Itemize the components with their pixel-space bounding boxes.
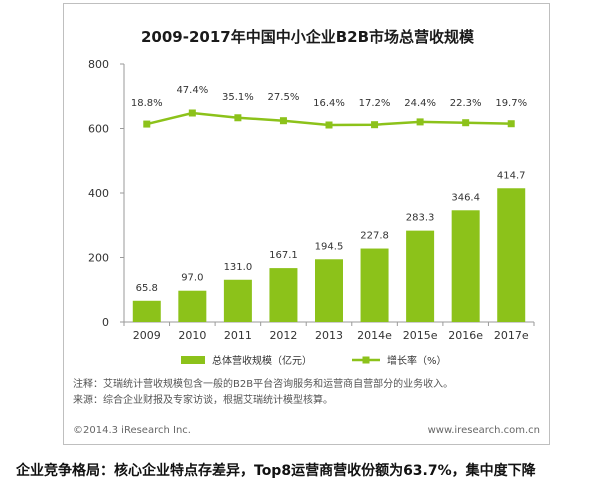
legend-bar-swatch <box>181 356 205 364</box>
growth-rate-point <box>507 120 515 128</box>
article-heading: 企业竞争格局：核心企业特点存差异，Top8运营商营收份额为63.7%，集中度下降 <box>16 463 536 479</box>
bar <box>497 188 526 322</box>
x-tick-label: 2015e <box>403 329 438 342</box>
bar <box>178 290 207 322</box>
y-tick-label: 800 <box>88 58 109 71</box>
bar-value-label: 131.0 <box>224 262 253 273</box>
growth-rate-label: 27.5% <box>268 92 300 103</box>
x-tick-label: 2014e <box>357 329 392 342</box>
growth-rate-point <box>143 120 151 128</box>
growth-rate-label: 19.7% <box>495 98 527 109</box>
bar-value-label: 194.5 <box>315 241 344 252</box>
bar-value-label: 167.1 <box>269 250 298 261</box>
x-tick-label: 2009 <box>133 329 161 342</box>
bar-value-label: 283.3 <box>406 213 435 224</box>
x-tick-label: 2010 <box>178 329 206 342</box>
growth-rate-label: 47.4% <box>176 85 208 96</box>
growth-rate-point <box>371 121 379 129</box>
x-tick-label: 2017e <box>494 329 529 342</box>
bar-value-label: 97.0 <box>181 273 203 284</box>
bar-value-label: 414.7 <box>497 170 526 181</box>
x-tick-label: 2011 <box>224 329 252 342</box>
x-tick-label: 2013 <box>315 329 343 342</box>
chart-title: 2009-2017年中国中小企业B2B市场总营收规模 <box>140 28 475 46</box>
bar-value-label: 65.8 <box>136 283 158 294</box>
source-line: 来源：综合企业财报及专家访谈，根据艾瑞统计模型核算。 <box>73 395 333 406</box>
growth-rate-point <box>279 117 287 125</box>
growth-rate-point <box>462 119 470 127</box>
growth-rate-point <box>188 109 196 117</box>
bar <box>360 248 389 322</box>
copyright-text: ©2014.3 iResearch Inc. <box>73 425 191 436</box>
bar <box>451 210 480 322</box>
y-tick-label: 600 <box>88 123 109 136</box>
growth-rate-label: 16.4% <box>313 98 345 109</box>
x-tick-label: 2016e <box>448 329 483 342</box>
website-link[interactable]: www.iresearch.com.cn <box>427 425 540 436</box>
growth-rate-label: 17.2% <box>359 98 391 109</box>
y-tick-label: 200 <box>88 252 109 265</box>
legend-line-marker <box>362 356 370 364</box>
growth-rate-point <box>416 118 424 126</box>
growth-rate-point <box>234 114 242 122</box>
growth-rate-label: 35.1% <box>222 92 254 103</box>
bar-value-label: 227.8 <box>360 231 389 242</box>
legend-line-label: 增长率（%） <box>387 354 447 367</box>
chart-panel: 2009-2017年中国中小企业B2B市场总营收规模 0 200 400 600 800… <box>63 3 550 445</box>
growth-rate-point <box>325 121 333 129</box>
growth-rate-label: 18.8% <box>131 98 163 109</box>
bar-value-label: 346.4 <box>451 192 480 203</box>
bar <box>132 300 161 322</box>
bar <box>223 279 252 322</box>
y-tick-label: 400 <box>88 187 109 200</box>
bar <box>269 268 298 322</box>
y-tick-label: 0 <box>102 316 109 329</box>
revenue-growth-chart: 0 200 400 600 800 2009 2010 2011 2012 2013 2014e 20… <box>88 58 535 367</box>
bar <box>406 230 435 322</box>
growth-rate-label: 24.4% <box>404 98 436 109</box>
bar <box>315 259 343 322</box>
legend-bar-label: 总体营收规模（亿元） <box>212 354 312 367</box>
x-tick-label: 2012 <box>269 329 297 342</box>
note-line: 注释：艾瑞统计营收规模包含一般的B2B平台咨询服务和运营商自营部分的业务收入。 <box>73 379 454 390</box>
growth-rate-label: 22.3% <box>450 98 482 109</box>
